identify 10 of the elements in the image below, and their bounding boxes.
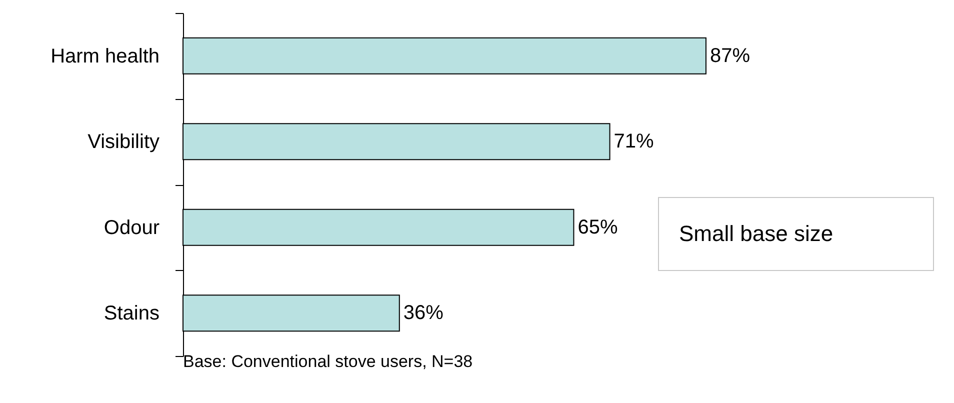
y-tick-label: Stains xyxy=(104,302,160,325)
y-tick-label: Harm health xyxy=(50,45,160,68)
note-text: Base: Conventional stove users, N=38 xyxy=(183,352,473,372)
data-label: 65% xyxy=(578,216,618,238)
y-tick-label: Odour xyxy=(104,216,160,239)
data-label: 71% xyxy=(614,130,654,153)
data-label: 36% xyxy=(403,302,444,324)
data-label: 87% xyxy=(710,44,750,67)
y-tick-label: Visibility xyxy=(88,131,160,154)
note-box: Small base size xyxy=(658,197,934,271)
